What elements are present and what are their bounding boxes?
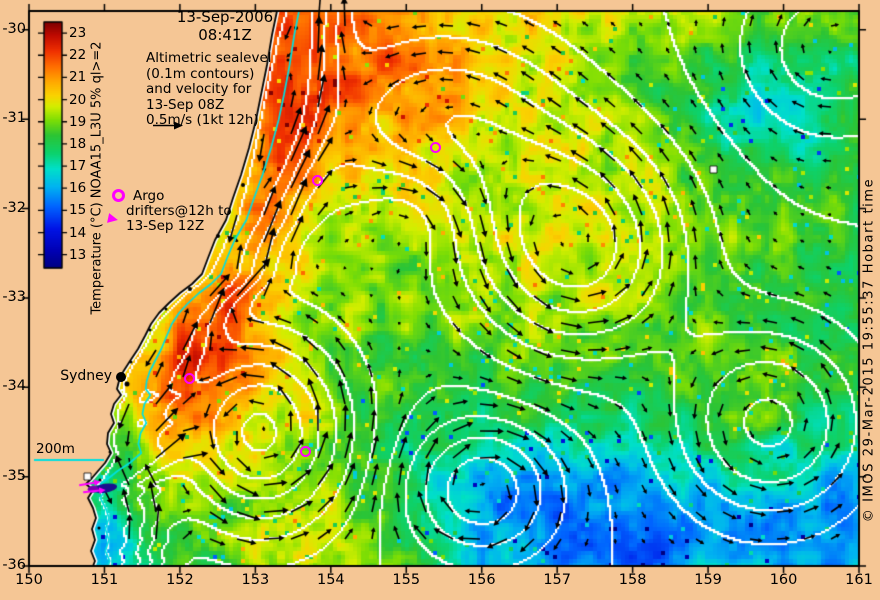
x-tick-label: 157 <box>543 572 572 588</box>
colorbar-label: Temperature (°C) NOAA15_L3U 5% ql>=2 <box>89 41 105 315</box>
argo-marker <box>299 446 311 458</box>
x-tick-label: 158 <box>618 572 647 588</box>
scale-arrow-icon <box>153 121 183 130</box>
colorbar-tick-label: 23 <box>69 25 87 42</box>
colorbar-tick-label: 13 <box>69 246 87 263</box>
colorbar-tick-label: 14 <box>69 224 87 241</box>
y-tick-label: -32 <box>2 199 26 216</box>
drifter-legend-label: drifters@12h to 13-Sep 12Z <box>126 204 232 234</box>
colorbar-tick-label: 15 <box>69 202 87 219</box>
city-marker-icon <box>116 372 127 383</box>
colorbar-tick-label: 22 <box>69 47 87 64</box>
x-tick-label: 150 <box>15 572 43 588</box>
x-tick-label: 156 <box>467 572 496 588</box>
argo-marker <box>430 142 442 154</box>
x-tick-label: 153 <box>241 572 270 588</box>
x-tick-label: 161 <box>845 572 873 588</box>
argo-legend-label: Argo <box>133 188 165 204</box>
colorbar-tick-label: 19 <box>69 113 87 130</box>
colorbar-tick-label: 20 <box>69 91 87 108</box>
colorbar-tick-label: 21 <box>69 69 87 86</box>
x-tick-label: 160 <box>769 572 798 588</box>
drifter-legend-line: drifters@12h to <box>126 203 232 219</box>
copyright-text: © IMOS 29-Mar-2015 19:55:37 Hobart time <box>861 177 877 523</box>
city-label: Sydney <box>60 368 113 385</box>
annotation-line: and velocity for <box>146 81 252 97</box>
y-tick-label: -30 <box>2 20 26 37</box>
x-tick-label: 154 <box>316 572 345 588</box>
x-tick-label: 151 <box>90 572 119 588</box>
title-time: 08:41Z <box>198 26 252 44</box>
title-date: 13-Sep-2006 <box>176 8 274 26</box>
colorbar-tick-label: 16 <box>69 180 87 197</box>
annotation-line: (0.1m contours) <box>146 65 255 82</box>
colorbar-tick-label: 18 <box>69 135 87 152</box>
isobath-label: 200m <box>36 441 75 457</box>
y-tick-label: -35 <box>2 467 26 484</box>
drifter-arrow-icon <box>107 213 119 225</box>
annotation-block: Altimetric sealevel (0.1m contours) and … <box>146 50 272 129</box>
y-tick-label: -36 <box>2 557 26 573</box>
x-tick-label: 155 <box>392 572 421 588</box>
y-tick-label: -33 <box>2 288 26 305</box>
drifter-legend-line: 13-Sep 12Z <box>126 218 205 234</box>
y-tick-label: -34 <box>2 378 26 395</box>
argo-legend-icon <box>112 189 125 202</box>
colorbar-tick-label: 17 <box>69 158 87 175</box>
argo-marker <box>312 175 324 187</box>
y-tick-label: -31 <box>2 110 26 127</box>
annotation-line: 13-Sep 08Z <box>146 96 225 113</box>
x-tick-label: 152 <box>166 572 194 588</box>
argo-marker <box>184 372 196 384</box>
annotation-line: Altimetric sealevel <box>146 50 272 66</box>
x-tick-label: 159 <box>694 572 722 588</box>
